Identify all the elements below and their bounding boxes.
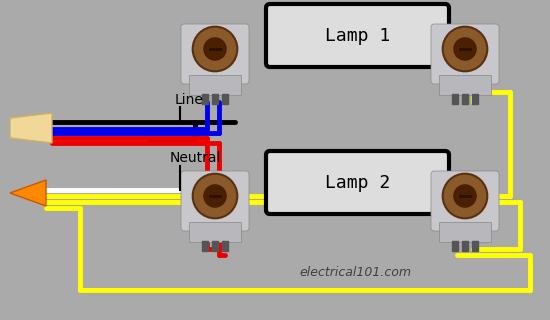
Text: Lamp 2: Lamp 2: [325, 173, 390, 191]
Ellipse shape: [443, 174, 487, 218]
Ellipse shape: [453, 37, 477, 61]
Bar: [202, 241, 208, 251]
Text: Lamp 1: Lamp 1: [325, 27, 390, 44]
Ellipse shape: [203, 184, 227, 208]
Bar: [452, 241, 458, 251]
Bar: [222, 94, 228, 104]
Bar: [439, 75, 491, 95]
Text: electrical101.com: electrical101.com: [299, 266, 411, 278]
Bar: [202, 94, 208, 104]
Bar: [472, 241, 478, 251]
Ellipse shape: [192, 27, 237, 71]
FancyBboxPatch shape: [266, 4, 449, 67]
Bar: [462, 241, 468, 251]
Bar: [462, 94, 468, 104]
FancyBboxPatch shape: [431, 171, 499, 231]
Polygon shape: [10, 113, 52, 143]
Ellipse shape: [453, 184, 477, 208]
Ellipse shape: [443, 27, 487, 71]
FancyBboxPatch shape: [431, 24, 499, 84]
FancyBboxPatch shape: [181, 24, 249, 84]
Bar: [222, 241, 228, 251]
Bar: [452, 94, 458, 104]
Polygon shape: [10, 180, 46, 206]
FancyBboxPatch shape: [181, 171, 249, 231]
Bar: [439, 222, 491, 242]
FancyBboxPatch shape: [266, 151, 449, 214]
Text: Neutral: Neutral: [170, 151, 221, 165]
Bar: [189, 222, 241, 242]
Bar: [472, 94, 478, 104]
Ellipse shape: [203, 37, 227, 61]
Ellipse shape: [192, 174, 237, 218]
Bar: [189, 75, 241, 95]
Bar: [212, 94, 218, 104]
Text: Line: Line: [175, 93, 204, 107]
Bar: [212, 241, 218, 251]
